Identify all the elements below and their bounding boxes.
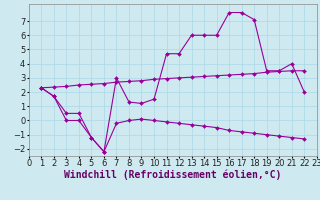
X-axis label: Windchill (Refroidissement éolien,°C): Windchill (Refroidissement éolien,°C)	[64, 170, 282, 180]
